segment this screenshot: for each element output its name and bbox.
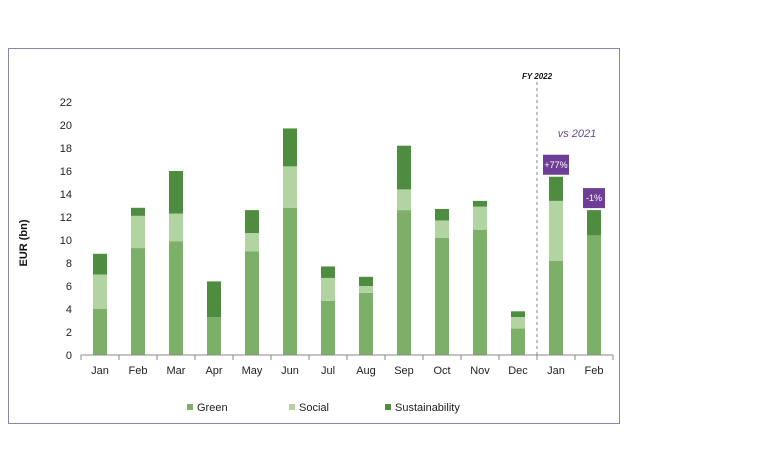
x-tick-label: Oct (433, 365, 450, 377)
y-tick-label: 10 (60, 235, 72, 247)
legend-swatch-green (187, 404, 193, 410)
bar-social-6 (321, 277, 335, 301)
bar-green-1 (131, 248, 145, 355)
y-tick-label: 16 (60, 166, 72, 178)
bar-sustainability-5 (283, 128, 297, 167)
bar-green-10 (473, 229, 487, 355)
legend-label-sustainability: Sustainability (395, 402, 460, 414)
bar-green-6 (321, 300, 335, 355)
x-axis-ticks: Jan Feb Mar Apr May Jun Jul Aug Sep Oct Nov Dec Jan F… (80, 355, 614, 377)
bar-social-5 (283, 166, 297, 208)
bar-green-5 (283, 207, 297, 355)
x-tick-label: Feb (585, 365, 604, 377)
bar-sustainability-10 (473, 200, 487, 207)
bar-social-10 (473, 206, 487, 230)
bar-social-4 (245, 233, 259, 252)
legend-swatch-social (289, 404, 295, 410)
bar-social-12 (549, 200, 563, 261)
bar-social-8 (397, 189, 411, 211)
x-tick-label: Aug (356, 365, 376, 377)
bar-social-1 (131, 215, 145, 249)
bar-green-8 (397, 210, 411, 355)
bar-social-9 (435, 220, 449, 238)
bar-green-13 (587, 235, 601, 355)
y-tick-label: 22 (60, 97, 72, 109)
y-tick-label: 12 (60, 212, 72, 224)
bar-green-0 (93, 309, 107, 355)
legend: Green Social Sustainability (187, 402, 460, 414)
bar-green-4 (245, 251, 259, 355)
fy-label: FY 2022 (522, 72, 553, 81)
badge-label: -1% (586, 193, 602, 203)
x-tick-label: Jan (547, 365, 565, 377)
y-tick-label: 4 (66, 304, 72, 316)
vs-label: vs 2021 (558, 128, 597, 140)
badge-13 (583, 188, 605, 209)
bar-sustainability-0 (93, 253, 107, 275)
bar-social-7 (359, 286, 373, 293)
y-tick-label: 2 (66, 327, 72, 339)
x-tick-label: Sep (394, 365, 414, 377)
bar-social-0 (93, 274, 107, 309)
bar-green-7 (359, 292, 373, 355)
bars (93, 128, 601, 355)
x-tick-label: Feb (129, 365, 148, 377)
bar-sustainability-6 (321, 266, 335, 278)
y-tick-label: 6 (66, 281, 72, 293)
y-axis-label: EUR (bn) (18, 219, 30, 266)
y-tick-label: 18 (60, 143, 72, 155)
y-tick-label: 20 (60, 120, 72, 132)
bar-sustainability-1 (131, 207, 145, 216)
bar-sustainability-9 (435, 208, 449, 221)
bar-sustainability-4 (245, 210, 259, 234)
badges: +77% -1% (543, 154, 605, 209)
bar-green-11 (511, 328, 525, 355)
y-tick-label: 8 (66, 258, 72, 270)
badge-label: +77% (544, 160, 567, 170)
bar-green-3 (207, 317, 221, 355)
chart-frame: EUR (bn) 0 2 4 6 8 10 12 14 16 18 20 22 Jan Feb Mar Ap… (8, 48, 620, 424)
x-tick-label: Jan (91, 365, 109, 377)
bar-sustainability-7 (359, 276, 373, 286)
bar-green-9 (435, 237, 449, 355)
stacked-bar-chart: EUR (bn) 0 2 4 6 8 10 12 14 16 18 20 22 Jan Feb Mar Ap… (18, 72, 614, 414)
x-tick-label: May (242, 365, 263, 377)
bar-sustainability-2 (169, 171, 183, 214)
y-tick-label: 0 (66, 350, 72, 362)
legend-label-social: Social (299, 402, 329, 414)
bar-green-2 (169, 241, 183, 355)
bar-sustainability-3 (207, 281, 221, 318)
x-tick-label: Dec (508, 365, 528, 377)
y-tick-label: 14 (60, 189, 72, 201)
legend-swatch-sustainability (385, 404, 391, 410)
bar-green-12 (549, 260, 563, 355)
bar-social-11 (511, 317, 525, 329)
bar-sustainability-8 (397, 145, 411, 190)
bar-sustainability-13 (587, 210, 601, 236)
x-tick-label: Apr (205, 365, 222, 377)
bar-sustainability-11 (511, 311, 525, 318)
x-tick-label: Nov (470, 365, 490, 377)
y-axis-ticks: 0 2 4 6 8 10 12 14 16 18 20 22 (60, 97, 72, 362)
badge-12 (543, 154, 569, 175)
x-tick-label: Jul (321, 365, 335, 377)
bar-sustainability-12 (549, 176, 563, 201)
legend-label-green: Green (197, 402, 228, 414)
x-tick-label: Jun (281, 365, 299, 377)
x-tick-label: Mar (167, 365, 186, 377)
bar-social-2 (169, 213, 183, 242)
